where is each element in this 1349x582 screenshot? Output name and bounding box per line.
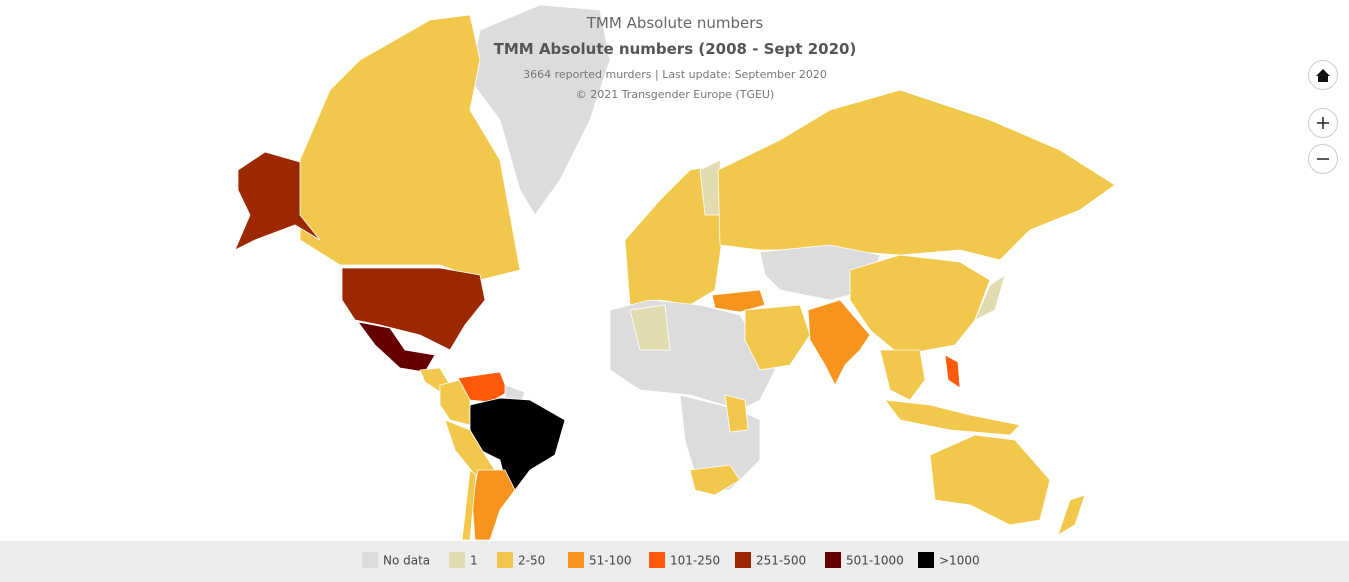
europe bbox=[624, 164, 723, 306]
philippines bbox=[944, 354, 961, 389]
zoom-out-icon bbox=[1317, 158, 1329, 160]
russia bbox=[717, 89, 1116, 261]
home-icon bbox=[1316, 69, 1330, 82]
south-africa bbox=[689, 464, 741, 496]
zoom-out-button[interactable] bbox=[1308, 144, 1338, 174]
india bbox=[807, 299, 871, 386]
legend-swatch bbox=[362, 552, 378, 568]
alaska bbox=[234, 151, 321, 251]
venezuela bbox=[457, 371, 509, 403]
china bbox=[849, 254, 991, 356]
greenland bbox=[469, 4, 611, 216]
chile bbox=[461, 469, 477, 541]
legend-label: 101-250 bbox=[670, 554, 720, 568]
new-zealand bbox=[1057, 494, 1086, 536]
map-subtitle: TMM Absolute numbers (2008 - Sept 2020) bbox=[494, 40, 857, 58]
middle-east bbox=[744, 304, 811, 371]
zoom-in-button[interactable] bbox=[1308, 108, 1338, 138]
usa bbox=[341, 267, 486, 351]
legend-label: 51-100 bbox=[589, 554, 632, 568]
argentina bbox=[471, 469, 516, 541]
map-title: TMM Absolute numbers bbox=[586, 14, 764, 32]
legend-swatch bbox=[497, 552, 513, 568]
legend-swatch bbox=[568, 552, 584, 568]
map-credit: © 2021 Transgender Europe (TGEU) bbox=[576, 88, 775, 101]
legend-label: 1 bbox=[470, 554, 478, 568]
legend-label: 2-50 bbox=[518, 554, 545, 568]
countries bbox=[234, 4, 1116, 541]
legend-swatch bbox=[825, 552, 841, 568]
map-note: 3664 reported murders | Last update: Sep… bbox=[523, 68, 827, 81]
canada bbox=[299, 14, 521, 281]
legend: No data 1 2-50 51-100 101-250 251-500 501-1000… bbox=[362, 552, 980, 568]
legend-label: 501-1000 bbox=[846, 554, 904, 568]
legend-swatch bbox=[735, 552, 751, 568]
zoom-in-icon bbox=[1317, 117, 1329, 129]
kenya-tanzania bbox=[724, 394, 749, 433]
legend-swatch bbox=[449, 552, 465, 568]
turkey bbox=[711, 289, 766, 313]
legend-label: >1000 bbox=[939, 554, 980, 568]
australia bbox=[929, 434, 1051, 526]
japan bbox=[974, 274, 1006, 321]
mexico bbox=[357, 321, 436, 373]
home-button[interactable] bbox=[1308, 60, 1338, 90]
legend-swatch bbox=[918, 552, 934, 568]
indonesia bbox=[884, 399, 1021, 436]
algeria bbox=[629, 304, 671, 351]
legend-swatch bbox=[649, 552, 665, 568]
southeast-asia bbox=[879, 349, 926, 401]
legend-bar bbox=[0, 541, 1349, 582]
legend-label: No data bbox=[383, 554, 430, 568]
legend-label: 251-500 bbox=[756, 554, 806, 568]
